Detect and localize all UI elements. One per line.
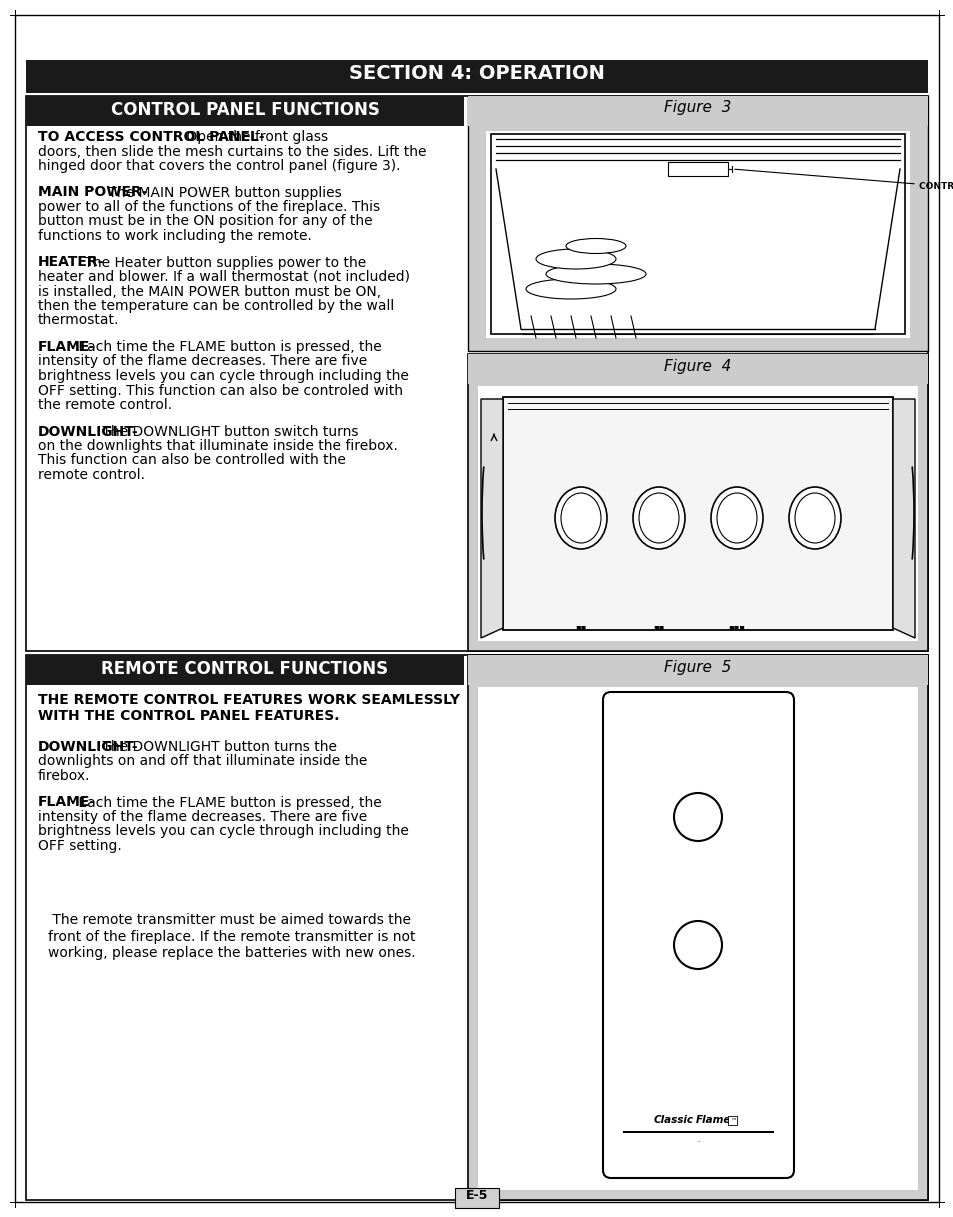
Ellipse shape [525,279,616,299]
Text: HEATER-: HEATER- [38,256,104,269]
Ellipse shape [717,493,757,543]
Text: TO ACCESS CONTROL PANEL-: TO ACCESS CONTROL PANEL- [38,130,264,144]
Text: Open the front glass: Open the front glass [182,130,328,144]
Ellipse shape [673,921,721,969]
Text: Figure  3: Figure 3 [663,100,731,114]
Bar [26,60,927,92]
Text: on the downlights that illuminate inside the firebox.: on the downlights that illuminate inside… [38,439,397,453]
Text: Classic: Classic [654,1115,693,1125]
Text: DOWNLIGHT-: DOWNLIGHT- [38,740,138,755]
Text: DOWNLIGHT-: DOWNLIGHT- [38,425,138,438]
Ellipse shape [639,493,679,543]
Text: MAIN POWER-: MAIN POWER- [38,185,148,200]
Text: doors, then slide the mesh curtains to the sides. Lift the: doors, then slide the mesh curtains to t… [38,145,426,158]
Bar [26,96,463,127]
Bar [26,96,927,651]
Text: SECTION 4: OPERATION: SECTION 4: OPERATION [349,65,604,83]
Ellipse shape [710,487,762,549]
Text: functions to work including the remote.: functions to work including the remote. [38,229,312,243]
Text: intensity of the flame decreases. There are five: intensity of the flame decreases. There … [38,354,367,369]
Text: OFF setting.: OFF setting. [38,839,122,853]
Ellipse shape [788,487,841,549]
Ellipse shape [794,493,834,543]
Bar [477,386,917,641]
Ellipse shape [565,239,625,253]
Text: Figure  5: Figure 5 [663,660,731,675]
FancyBboxPatch shape [602,692,793,1178]
Text: Figure  4: Figure 4 [663,359,731,374]
Bar [468,655,927,685]
Bar [485,131,909,338]
Text: FLAME-: FLAME- [38,796,96,809]
Bar [502,397,892,630]
Text: remote control.: remote control. [38,469,145,482]
Bar [468,354,927,651]
Text: The DOWNLIGHT button switch turns: The DOWNLIGHT button switch turns [98,425,358,438]
Text: Each time the FLAME button is pressed, the: Each time the FLAME button is pressed, t… [74,796,381,809]
Text: ▪▪: ▪▪ [653,622,664,630]
Text: E-5: E-5 [465,1189,488,1202]
Bar [727,1116,737,1125]
Text: intensity of the flame decreases. There are five: intensity of the flame decreases. There … [38,811,367,824]
Text: brightness levels you can cycle through including the: brightness levels you can cycle through … [38,824,409,839]
Text: is installed, the MAIN POWER button must be ON,: is installed, the MAIN POWER button must… [38,285,381,298]
Ellipse shape [633,487,684,549]
Text: ▪▪▪: ▪▪▪ [728,622,744,630]
Text: CONTROL PANEL: CONTROL PANEL [918,183,953,191]
Text: This function can also be controlled with the: This function can also be controlled wit… [38,454,346,467]
Ellipse shape [673,793,721,841]
Bar [622,1131,773,1133]
Text: ™: ™ [729,1118,736,1123]
Polygon shape [480,399,502,638]
Text: firebox.: firebox. [38,769,91,783]
Text: Flame: Flame [696,1115,731,1125]
Text: Each time the FLAME button is pressed, the: Each time the FLAME button is pressed, t… [74,340,381,354]
Text: thermostat.: thermostat. [38,314,119,327]
Text: OFF setting. This function can also be controled with: OFF setting. This function can also be c… [38,383,402,398]
Bar [26,655,463,685]
Text: The remote transmitter must be aimed towards the
front of the fireplace. If the : The remote transmitter must be aimed tow… [48,914,416,960]
Bar [491,134,904,333]
Bar [468,354,927,385]
Text: brightness levels you can cycle through including the: brightness levels you can cycle through … [38,369,409,383]
Bar [26,655,927,1200]
Text: downlights on and off that illuminate inside the: downlights on and off that illuminate in… [38,755,367,768]
Ellipse shape [536,249,616,269]
Bar [667,162,727,176]
Polygon shape [892,399,914,638]
Text: power to all of the functions of the fireplace. This: power to all of the functions of the fir… [38,200,379,214]
Bar [468,655,927,1200]
Text: heater and blower. If a wall thermostat (not included): heater and blower. If a wall thermostat … [38,270,410,284]
Text: The DOWNLIGHT button turns the: The DOWNLIGHT button turns the [98,740,336,755]
Bar [455,1188,498,1208]
Bar [477,688,917,1190]
Text: THE REMOTE CONTROL FEATURES WORK SEAMLESSLY
WITH THE CONTROL PANEL FEATURES.: THE REMOTE CONTROL FEATURES WORK SEAMLES… [38,692,459,723]
Text: .: . [696,1137,699,1143]
Text: ▪▪: ▪▪ [575,622,586,630]
Ellipse shape [560,493,600,543]
Text: The MAIN POWER button supplies: The MAIN POWER button supplies [104,185,341,200]
Text: FLAME-: FLAME- [38,340,96,354]
Text: button must be in the ON position for any of the: button must be in the ON position for an… [38,214,373,229]
Ellipse shape [545,264,645,284]
Text: then the temperature can be controlled by the wall: then the temperature can be controlled b… [38,299,394,313]
Text: CONTROL PANEL FUNCTIONS: CONTROL PANEL FUNCTIONS [111,101,379,119]
Ellipse shape [555,487,606,549]
Text: hinged door that covers the control panel (figure 3).: hinged door that covers the control pane… [38,159,400,173]
Bar [468,96,927,350]
Text: The Heater button supplies power to the: The Heater button supplies power to the [80,256,366,269]
Text: the remote control.: the remote control. [38,398,172,413]
Text: REMOTE CONTROL FUNCTIONS: REMOTE CONTROL FUNCTIONS [101,660,388,678]
Bar [468,96,927,127]
